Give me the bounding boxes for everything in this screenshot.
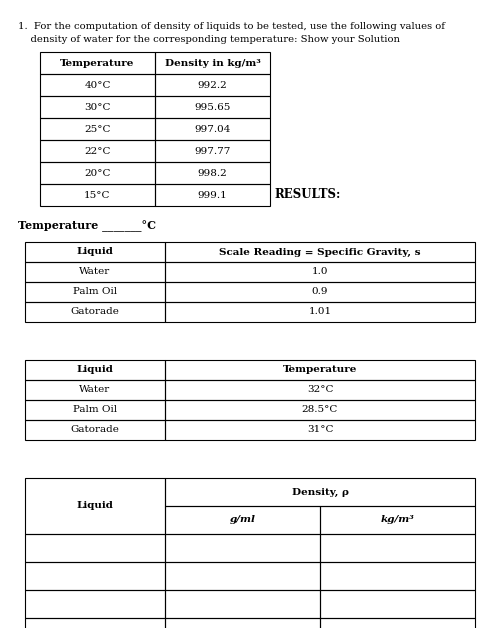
Bar — [40, 96, 155, 118]
Text: 22°C: 22°C — [84, 146, 111, 156]
Text: 0.9: 0.9 — [312, 288, 328, 296]
Bar — [25, 262, 165, 282]
Bar — [165, 360, 475, 380]
Bar — [25, 562, 165, 590]
Bar — [40, 184, 155, 206]
Text: 997.04: 997.04 — [194, 124, 230, 134]
Text: Gatorade: Gatorade — [70, 308, 120, 317]
Text: Gatorade: Gatorade — [70, 426, 120, 435]
Text: 999.1: 999.1 — [198, 190, 228, 200]
Bar — [155, 74, 270, 96]
Text: Liquid: Liquid — [76, 247, 114, 256]
Text: 28.5°C: 28.5°C — [302, 406, 338, 414]
Text: 992.2: 992.2 — [198, 80, 228, 90]
Text: 32°C: 32°C — [307, 386, 333, 394]
Bar — [165, 618, 320, 628]
Text: 998.2: 998.2 — [198, 168, 228, 178]
Text: 25°C: 25°C — [84, 124, 111, 134]
Bar — [25, 400, 165, 420]
Text: Liquid: Liquid — [76, 365, 114, 374]
Text: 40°C: 40°C — [84, 80, 111, 90]
Text: Liquid: Liquid — [76, 502, 114, 511]
Text: Palm Oil: Palm Oil — [73, 406, 117, 414]
Bar — [165, 400, 475, 420]
Bar — [320, 590, 475, 618]
Bar — [320, 506, 475, 534]
Bar — [165, 302, 475, 322]
Bar — [25, 360, 165, 380]
Text: Temperature: Temperature — [283, 365, 357, 374]
Bar — [25, 618, 165, 628]
Bar — [40, 74, 155, 96]
Bar — [155, 52, 270, 74]
Bar — [25, 534, 165, 562]
Bar — [155, 118, 270, 140]
Bar — [40, 140, 155, 162]
Bar — [165, 242, 475, 262]
Bar — [25, 242, 165, 262]
Text: 1.01: 1.01 — [308, 308, 332, 317]
Text: Density in kg/m³: Density in kg/m³ — [164, 58, 260, 67]
Bar — [320, 562, 475, 590]
Bar — [320, 618, 475, 628]
Bar — [165, 420, 475, 440]
Bar — [40, 162, 155, 184]
Bar — [155, 184, 270, 206]
Bar — [165, 282, 475, 302]
Bar — [155, 162, 270, 184]
Bar — [165, 380, 475, 400]
Text: kg/m³: kg/m³ — [380, 516, 414, 524]
Text: 15°C: 15°C — [84, 190, 111, 200]
Text: Water: Water — [80, 268, 110, 276]
Text: Temperature _______°C: Temperature _______°C — [18, 220, 156, 232]
Text: 30°C: 30°C — [84, 102, 111, 112]
Bar — [25, 478, 165, 534]
Text: 995.65: 995.65 — [194, 102, 230, 112]
Bar — [165, 534, 320, 562]
Text: density of water for the corresponding temperature: Show your Solution: density of water for the corresponding t… — [18, 35, 400, 44]
Text: 20°C: 20°C — [84, 168, 111, 178]
Bar — [25, 380, 165, 400]
Text: Scale Reading = Specific Gravity, s: Scale Reading = Specific Gravity, s — [219, 247, 421, 256]
Bar — [25, 590, 165, 618]
Bar — [165, 562, 320, 590]
Bar — [165, 262, 475, 282]
Text: 1.  For the computation of density of liquids to be tested, use the following va: 1. For the computation of density of liq… — [18, 22, 445, 31]
Text: RESULTS:: RESULTS: — [274, 188, 340, 202]
Text: Palm Oil: Palm Oil — [73, 288, 117, 296]
Text: g/ml: g/ml — [230, 516, 256, 524]
Bar — [165, 478, 475, 506]
Text: Water: Water — [80, 386, 110, 394]
Bar — [25, 420, 165, 440]
Bar — [320, 534, 475, 562]
Bar — [40, 52, 155, 74]
Bar — [40, 118, 155, 140]
Bar — [25, 282, 165, 302]
Bar — [165, 590, 320, 618]
Text: Density, ρ: Density, ρ — [292, 487, 348, 497]
Text: Temperature: Temperature — [60, 58, 134, 67]
Bar — [165, 506, 320, 534]
Bar — [155, 96, 270, 118]
Text: 997.77: 997.77 — [194, 146, 230, 156]
Bar — [25, 302, 165, 322]
Bar — [155, 140, 270, 162]
Text: 1.0: 1.0 — [312, 268, 328, 276]
Text: 31°C: 31°C — [307, 426, 333, 435]
